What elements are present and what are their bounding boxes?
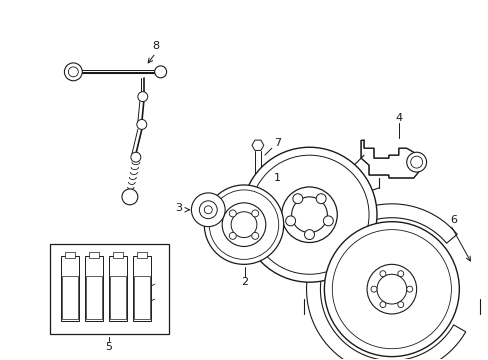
Bar [62, 276, 78, 319]
Text: 5: 5 [105, 342, 112, 352]
Bar [113, 252, 122, 258]
Circle shape [323, 216, 333, 226]
Circle shape [379, 271, 385, 276]
Polygon shape [360, 140, 418, 178]
Bar [133, 256, 150, 321]
Circle shape [397, 302, 403, 307]
Text: 3: 3 [175, 203, 182, 213]
Text: 2: 2 [241, 277, 248, 287]
Circle shape [292, 194, 302, 204]
Circle shape [370, 286, 376, 292]
Circle shape [231, 212, 256, 238]
Circle shape [204, 206, 212, 214]
Circle shape [68, 67, 78, 77]
Circle shape [379, 302, 385, 307]
Circle shape [222, 203, 265, 247]
Circle shape [406, 286, 412, 292]
Circle shape [304, 230, 314, 239]
Polygon shape [251, 140, 264, 150]
Circle shape [376, 274, 406, 304]
Circle shape [249, 155, 368, 274]
Text: 1: 1 [274, 173, 281, 183]
Text: 8: 8 [152, 41, 159, 51]
Polygon shape [306, 204, 465, 360]
Circle shape [229, 210, 236, 217]
Bar [89, 252, 99, 258]
Circle shape [366, 264, 416, 314]
Circle shape [191, 193, 224, 227]
Circle shape [285, 216, 295, 226]
Text: 6: 6 [449, 215, 456, 225]
Circle shape [137, 120, 146, 129]
Text: 4: 4 [394, 113, 402, 123]
Circle shape [281, 187, 337, 243]
Circle shape [64, 63, 82, 81]
Circle shape [209, 190, 278, 260]
Circle shape [410, 156, 422, 168]
Bar [85, 256, 103, 321]
Circle shape [199, 201, 217, 219]
Circle shape [332, 230, 450, 349]
Circle shape [397, 271, 403, 276]
Circle shape [131, 152, 141, 162]
Circle shape [406, 152, 426, 172]
Bar [65, 252, 75, 258]
Bar [61, 256, 79, 321]
Circle shape [324, 222, 458, 357]
Circle shape [229, 233, 236, 239]
Text: 7: 7 [274, 138, 281, 148]
Circle shape [122, 189, 138, 205]
Bar [49, 244, 168, 334]
Bar [86, 276, 102, 319]
Circle shape [291, 197, 326, 233]
Bar [109, 256, 127, 321]
Circle shape [154, 66, 166, 78]
Circle shape [251, 233, 258, 239]
Circle shape [242, 147, 376, 282]
Circle shape [138, 92, 147, 102]
Bar [110, 276, 126, 319]
Circle shape [316, 194, 325, 204]
Bar [137, 252, 146, 258]
Bar [134, 276, 149, 319]
Circle shape [251, 210, 258, 217]
Circle shape [204, 185, 283, 264]
